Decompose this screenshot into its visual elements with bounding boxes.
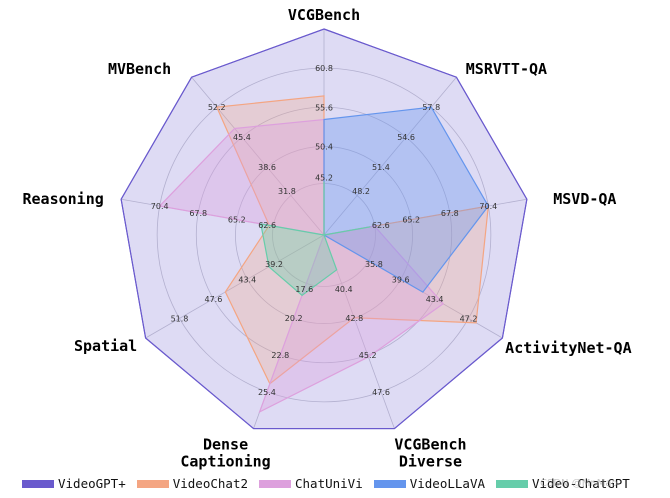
axis-label: Dense Captioning	[180, 436, 270, 471]
tick-label: 43.4	[238, 275, 256, 284]
grid-spoke	[145, 234, 325, 339]
tick-label: 42.8	[345, 314, 363, 323]
tick-label: 67.8	[441, 209, 459, 218]
tick-label: 47.6	[372, 388, 390, 397]
legend-item: VideoGPT+	[22, 476, 126, 491]
axis-label: ActivityNet-QA	[505, 339, 631, 357]
legend-item: ChatUniVi	[259, 476, 363, 491]
legend-item: VideoLLaVA	[373, 476, 485, 491]
tick-label: 39.2	[265, 260, 283, 269]
legend-swatch	[373, 479, 406, 488]
tick-label: 62.6	[258, 221, 276, 230]
tick-label: 51.8	[171, 314, 189, 323]
tick-label: 55.6	[315, 103, 333, 112]
tick-label: 48.2	[352, 187, 370, 196]
chart-legend: VideoGPT+ VideoChat2 ChatUniVi VideoLLaVA Vi…	[22, 476, 641, 491]
legend-swatch	[259, 479, 291, 488]
grid-spoke	[323, 76, 457, 236]
radar-series	[120, 28, 528, 430]
axis-label: MSVD-QA	[553, 190, 616, 208]
tick-label: 25.4	[258, 388, 276, 397]
axis-label: Spatial	[74, 337, 137, 355]
axis-label: MVBench	[108, 60, 171, 78]
tick-label: 40.4	[335, 285, 353, 294]
series-video-chatgpt	[260, 181, 371, 297]
grid-spoke	[191, 76, 325, 236]
tick-label: 38.6	[258, 163, 276, 172]
tick-label: 51.4	[372, 163, 390, 172]
legend-label: ChatUniVi	[295, 476, 363, 491]
tick-label: 47.6	[204, 295, 222, 304]
series-videochat2	[215, 95, 490, 385]
tick-label: 52.2	[208, 103, 226, 112]
tick-label: 70.4	[479, 202, 497, 211]
legend-swatch	[496, 479, 528, 488]
tick-label: 54.6	[397, 133, 415, 142]
legend-item: VideoChat2	[136, 476, 248, 491]
radar-axis-labels: VCGBench MSRVTT-QA MSVD-QA ActivityNet-QA VC…	[22, 6, 631, 471]
tick-label: 31.8	[278, 187, 296, 196]
tick-label: 47.2	[460, 314, 478, 323]
tick-label: 57.8	[422, 103, 440, 112]
tick-label: 43.4	[426, 295, 444, 304]
axis-label: MSRVTT-QA	[466, 60, 547, 78]
tick-label: 17.6	[295, 285, 313, 294]
tick-label: 22.8	[271, 351, 289, 360]
legend-item: Video-ChatGPT	[496, 476, 630, 491]
radar-tick-labels: 50.4 55.6 60.8 51.4 54.6 57.8 65.2 67.8 70.4 39.6…	[151, 64, 497, 397]
legend-label: VideoLLaVA	[409, 476, 485, 491]
tick-label: 60.8	[315, 64, 333, 73]
axis-label: VCGBench Diverse	[394, 436, 466, 471]
tick-label: 20.2	[285, 314, 303, 323]
tick-label: 35.8	[365, 260, 383, 269]
legend-swatch	[136, 479, 169, 488]
tick-label: 67.8	[189, 209, 207, 218]
tick-label: 70.4	[151, 202, 169, 211]
tick-label: 45.4	[233, 133, 251, 142]
axis-label: Reasoning	[22, 190, 103, 208]
tick-label: 65.2	[228, 216, 246, 225]
tick-label: 50.4	[315, 142, 333, 151]
tick-label: 65.2	[402, 216, 420, 225]
tick-label: 39.6	[392, 275, 410, 284]
legend-label: Video-ChatGPT	[532, 476, 630, 491]
legend-swatch	[22, 479, 54, 488]
watermark: CSDN @Mr.Mao	[540, 478, 618, 489]
legend-label: VideoChat2	[172, 476, 248, 491]
legend-label: VideoGPT+	[58, 476, 126, 491]
tick-label: 45.2	[359, 351, 377, 360]
axis-label: VCGBench	[288, 6, 360, 24]
tick-label: 62.6	[372, 221, 390, 230]
tick-label: 45.2	[315, 173, 333, 182]
